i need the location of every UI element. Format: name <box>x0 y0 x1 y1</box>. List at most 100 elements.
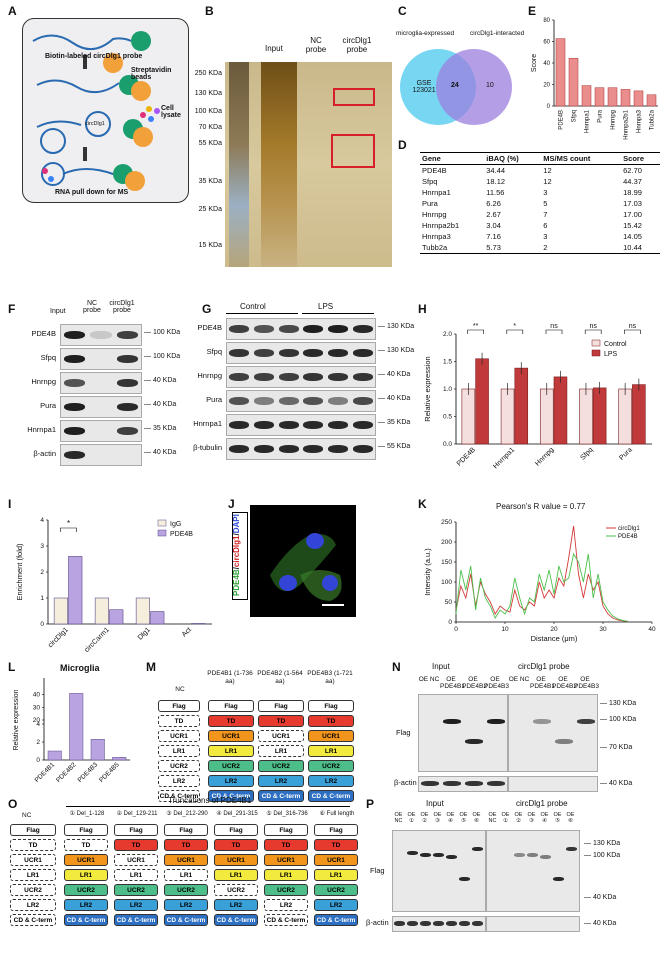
e-bar <box>607 87 618 107</box>
p-flag-label: Flag <box>370 866 385 875</box>
e-xtick: Tubb2a <box>650 109 656 130</box>
l-ytick: 0 <box>36 757 40 764</box>
blot-strip <box>60 348 142 370</box>
chart-k: 0 50 100 150 200 250 0 10 20 30 40 Distance (μm) Int… <box>423 519 656 643</box>
domain-block: Flag <box>214 824 258 836</box>
h-sig: * <box>513 323 516 330</box>
panel-o-letter: O <box>8 797 18 811</box>
o-col-title: ④ Del_291-315 <box>216 811 258 817</box>
n-lane-label: OE PDE4B3 <box>574 676 599 690</box>
p-lane-label: OE ⑤ <box>459 812 468 824</box>
ms-table: Gene iBAQ (%) MS/MS count Score PDE4B 34.… <box>420 152 660 254</box>
domain-block: LR1 <box>314 869 358 881</box>
e-xtick: Hnrnpg <box>611 110 617 130</box>
pulldown-schematic <box>32 31 160 191</box>
domain-block: UCR2 <box>264 884 308 896</box>
p-size: — 100 KDa <box>584 852 621 859</box>
p-flag-strip <box>392 830 486 912</box>
blot-row-label: β-actin <box>33 449 56 458</box>
domain-block: TD <box>158 715 200 727</box>
p-size: — 40 KDa <box>584 894 617 901</box>
blot-strip <box>226 342 376 364</box>
marker-55: 55 KDa <box>198 140 222 147</box>
m-col-title: NC <box>175 686 185 693</box>
panel-b-letter: B <box>205 4 214 18</box>
domain-block: CD & C-term <box>214 914 258 926</box>
i-ytick: 2 <box>40 569 44 576</box>
p-band <box>420 853 431 857</box>
panel-p-letter: P <box>366 797 375 811</box>
l-xtick: PDE4B3 <box>77 761 100 784</box>
n-band <box>487 719 505 724</box>
blot-strip <box>226 390 376 412</box>
k-ytick: 200 <box>441 539 452 546</box>
domain-block: TD <box>314 839 358 851</box>
domain-block: UCR2 <box>258 760 304 772</box>
i-ytick: 3 <box>40 543 44 550</box>
n-size: — 70 KDa <box>600 744 633 751</box>
blot-band <box>254 421 274 429</box>
k-xlabel: Distance (μm) <box>531 634 578 643</box>
i-bar <box>109 609 124 625</box>
h-bar <box>539 388 554 445</box>
domain-block: Flag <box>158 700 200 712</box>
n-size: — 100 KDa <box>600 716 637 723</box>
g-lps-line <box>302 313 374 314</box>
h-bar <box>618 388 632 445</box>
domain-block: LR2 <box>314 899 358 911</box>
n-lane-label: OE NC <box>508 676 530 683</box>
blot-band <box>254 349 274 357</box>
table-cell: 14.05 <box>623 232 642 241</box>
h-ytick: 1.0 <box>443 386 452 393</box>
table-cell: Hnrnpg <box>422 210 447 219</box>
n-lane-label: OE PDE4B2 <box>552 676 577 690</box>
domain-block: CD & C-term <box>10 914 56 926</box>
blot-band <box>328 445 348 453</box>
o-title-line <box>66 806 350 807</box>
h-legend-label: LPS <box>604 351 618 358</box>
e-xtick: Pura <box>598 109 604 122</box>
i-legend-swatch <box>157 529 167 537</box>
circ-label: circDlg1 <box>85 121 105 127</box>
domain-block: TD <box>64 839 108 851</box>
blot-band <box>278 349 299 357</box>
h-xtick: PDE4B <box>456 446 477 467</box>
n-lane-label: OE PDE4B2 <box>462 676 487 690</box>
l-xtick: PDE4B5 <box>98 761 121 784</box>
blot-band <box>63 355 85 363</box>
n-band <box>465 781 483 786</box>
blot-band <box>63 331 85 339</box>
domain-block: CD & C-term <box>264 914 308 926</box>
domain-block: LR2 <box>208 775 254 787</box>
domain-block: UCR1 <box>208 730 254 742</box>
l-ytick: 20 <box>33 717 41 724</box>
table-cell: 17.03 <box>623 199 642 208</box>
chart-l: 0 2 420 30 40 Relative expression PDE4B1PDE4B2… <box>13 678 130 784</box>
domain-block: UCR1 <box>114 854 158 866</box>
blot-size: — 130 KDa <box>378 323 415 330</box>
blot-band <box>254 325 274 333</box>
e-xtick: Hnrnpa3 <box>637 109 643 133</box>
i-ylabel: Enrichment (fold) <box>15 543 24 601</box>
o-col-title: ③ Del_212-290 <box>166 811 208 817</box>
panel-e-letter: E <box>528 4 537 18</box>
marker-15: 15 KDa <box>198 242 222 249</box>
i-legend-swatch <box>157 519 167 527</box>
n-band <box>533 719 551 724</box>
table-cell: Pura <box>422 199 438 208</box>
p-band <box>394 921 405 926</box>
table-cell: Hnrnpa3 <box>422 232 451 241</box>
table-cell: 17.00 <box>623 210 642 219</box>
h-ytick: 0.5 <box>443 414 452 421</box>
panel-f-letter: F <box>8 302 16 316</box>
table-cell: Sfpq <box>422 177 438 186</box>
blot-band <box>303 349 324 357</box>
blot-band <box>63 403 85 411</box>
lane-circdlg1-probe: circDlg1 probe <box>342 36 372 54</box>
input-lane <box>261 62 297 267</box>
panel-m-letter: M <box>146 660 156 674</box>
domain-block: CD & C-term <box>158 790 200 802</box>
blot-size: — 40 KDa <box>144 377 177 384</box>
i-bar <box>150 611 165 625</box>
domain-block: UCR2 <box>308 760 354 772</box>
